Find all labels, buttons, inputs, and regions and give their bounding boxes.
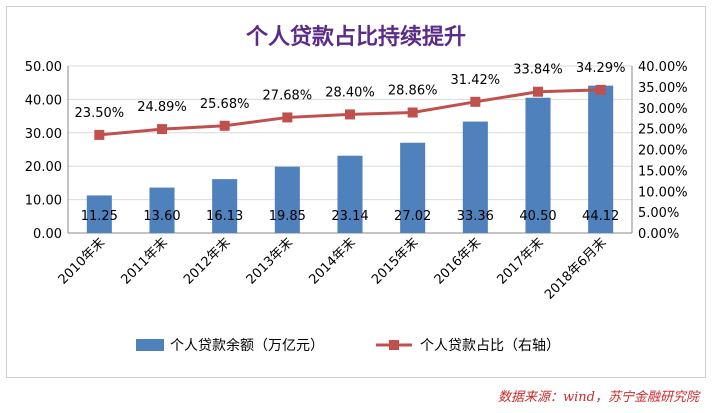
left-tick-label: 30.00 xyxy=(25,127,62,142)
bar xyxy=(337,155,363,233)
bar xyxy=(149,187,175,233)
right-tick-label: 20.00% xyxy=(638,144,688,159)
right-tick-label: 15.00% xyxy=(638,164,688,179)
legend-label-bar: 个人贷款余额（万亿元） xyxy=(170,337,324,354)
line-value-label: 28.86% xyxy=(388,84,438,99)
left-tick-label: 20.00 xyxy=(25,160,62,175)
source-note: 数据来源：wind，苏宁金融研究院 xyxy=(498,390,699,405)
legend: 个人贷款余额（万亿元） 个人贷款占比（右轴） xyxy=(136,337,560,354)
right-tick-label: 10.00% xyxy=(638,185,688,200)
bar xyxy=(525,97,551,233)
right-tick-label: 40.00% xyxy=(638,60,688,75)
line-marker xyxy=(282,112,293,123)
x-tick-label: 2010年末 xyxy=(56,235,108,287)
line-value-label: 33.84% xyxy=(513,63,563,78)
bar xyxy=(86,195,112,233)
line-value-label: 24.89% xyxy=(137,100,187,115)
data-labels: 11.25 13.60 16.13 19.85 23.14 27.02 33.36 40.50… xyxy=(75,61,626,224)
line-value-label: 31.42% xyxy=(451,73,501,88)
line-marker xyxy=(595,84,606,95)
right-tick-label: 30.00% xyxy=(638,102,688,117)
line-value-label: 25.68% xyxy=(200,97,250,112)
x-tick-label: 2014年末 xyxy=(306,235,358,287)
x-tick-label: 2018年6月末 xyxy=(542,235,609,302)
bar-value-label: 11.25 xyxy=(81,209,118,224)
line-marker xyxy=(533,86,543,97)
line-marker xyxy=(345,109,355,120)
bar-value-label: 44.12 xyxy=(582,209,619,224)
x-tick-label: 2016年末 xyxy=(432,235,484,287)
bar-value-label: 27.02 xyxy=(394,209,431,224)
legend-swatch-bar xyxy=(136,339,164,351)
bar-value-label: 16.13 xyxy=(206,209,243,224)
chart-title: 个人贷款占比持续提升 xyxy=(246,24,466,50)
bar-value-label: 40.50 xyxy=(519,209,556,224)
line-value-label: 34.29% xyxy=(576,61,626,76)
left-tick-label: 0.00 xyxy=(33,227,62,242)
bar-value-label: 19.85 xyxy=(269,209,306,224)
x-tick-label: 2011年末 xyxy=(118,235,170,287)
bar-value-label: 13.60 xyxy=(143,209,180,224)
left-tick-label: 10.00 xyxy=(25,194,62,209)
left-tick-label: 50.00 xyxy=(25,60,62,75)
legend-label-line: 个人贷款占比（右轴） xyxy=(420,338,560,354)
line-marker xyxy=(157,124,167,135)
bar xyxy=(212,179,238,233)
bar xyxy=(274,166,300,233)
line-value-label: 23.50% xyxy=(75,106,125,121)
line-marker xyxy=(470,96,481,107)
bar xyxy=(400,142,426,233)
bar-series xyxy=(86,85,614,234)
line-value-label: 28.40% xyxy=(325,85,375,100)
bar xyxy=(588,85,614,234)
right-tick-label: 25.00% xyxy=(638,123,688,138)
line-value-label: 27.68% xyxy=(263,88,313,103)
right-tick-label: 0.00% xyxy=(638,227,679,242)
x-tick-label: 2015年末 xyxy=(369,235,421,287)
legend-marker-line xyxy=(389,340,399,350)
left-tick-label: 40.00 xyxy=(25,93,62,108)
right-tick-label: 5.00% xyxy=(638,206,679,221)
line-marker xyxy=(407,107,418,118)
bar-value-label: 33.36 xyxy=(457,209,494,224)
x-tick-label: 2012年末 xyxy=(181,235,233,287)
right-tick-label: 35.00% xyxy=(638,81,688,96)
bar xyxy=(462,121,488,233)
bar-value-label: 23.14 xyxy=(331,209,368,224)
line-series xyxy=(94,84,606,140)
x-tick-label: 2013年末 xyxy=(244,235,296,287)
line-marker xyxy=(219,120,230,131)
line-marker xyxy=(94,129,105,140)
x-tick-label: 2017年末 xyxy=(494,235,546,287)
